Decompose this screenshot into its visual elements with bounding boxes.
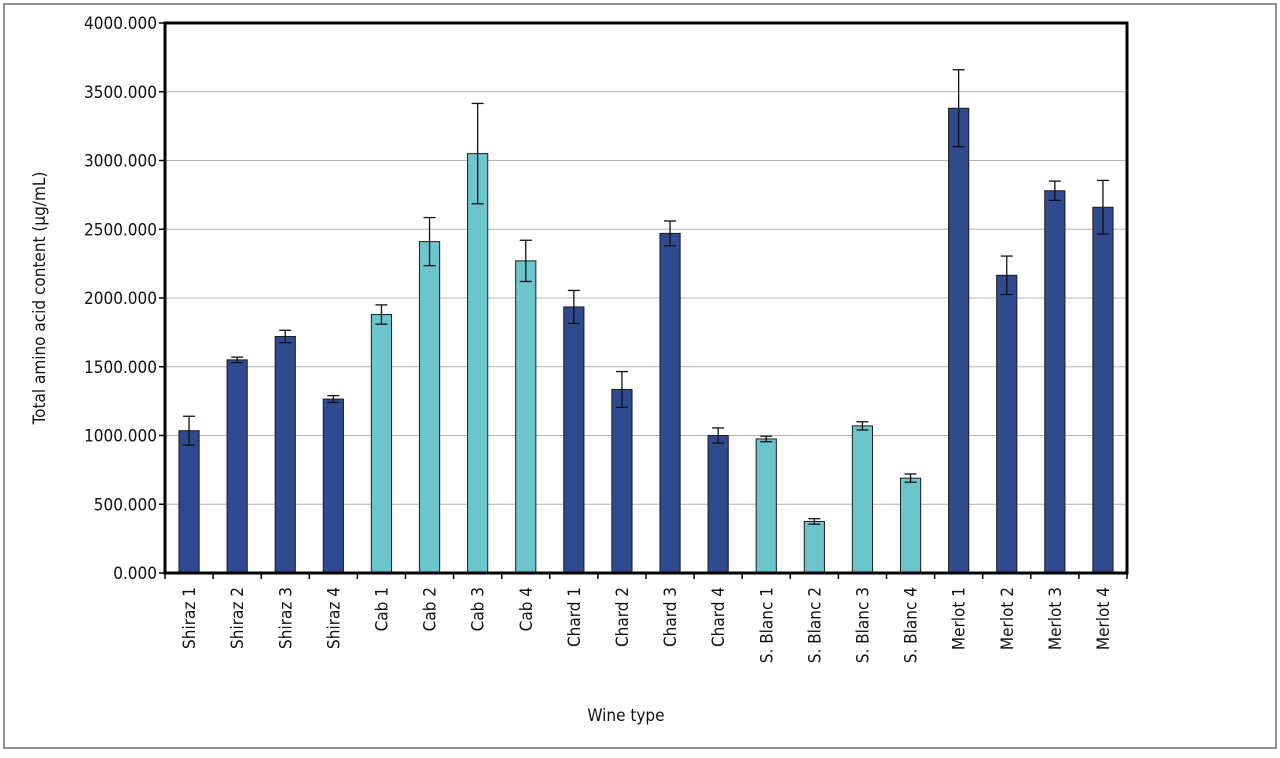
x-tick-label: Chard 1 (565, 587, 585, 647)
error-bar (952, 69, 965, 148)
error-bar (1096, 179, 1109, 235)
x-tick-label: Chard 2 (613, 587, 633, 647)
x-tick-label: Cab 1 (372, 587, 392, 631)
x-tick-label: S. Blanc 2 (805, 587, 825, 663)
bar (948, 107, 970, 574)
error-bar (279, 329, 292, 344)
error-bar (1048, 180, 1061, 202)
x-tick-label: Cab 4 (517, 587, 537, 631)
x-tick-label: Shiraz 1 (180, 587, 200, 649)
error-bar (519, 239, 532, 283)
bar (370, 314, 393, 574)
bar (996, 274, 1018, 574)
x-tick-label: S. Blanc 4 (902, 587, 922, 663)
error-bar (664, 220, 677, 247)
error-bar (423, 216, 436, 267)
y-tick-label: 4000.000 (84, 14, 157, 34)
x-tick-label: Shiraz 2 (228, 587, 248, 649)
error-bar (231, 356, 244, 364)
x-tick-label: Shiraz 4 (324, 587, 344, 649)
bar (322, 398, 344, 574)
bar (803, 520, 825, 574)
error-bar (471, 102, 484, 205)
error-bar (712, 427, 725, 444)
x-axis-label: Wine type (587, 706, 664, 726)
error-bar (567, 289, 580, 325)
x-axis: Shiraz 1 Shiraz 2 Shiraz 3 Shiraz 4 Cab 1 Cab… (164, 573, 1128, 663)
error-bar (615, 370, 628, 408)
bar (707, 435, 729, 574)
error-bar (1000, 255, 1013, 296)
error-bars (183, 69, 1109, 525)
error-bar (856, 421, 869, 431)
bar (467, 153, 489, 574)
error-bar (904, 473, 917, 483)
error-bar (375, 304, 388, 325)
y-axis: 0.000 500.000 1000.000 1500.000 2000.000 2500… (84, 14, 165, 584)
y-tick-label: 3000.000 (84, 152, 157, 172)
bar (563, 306, 585, 574)
bar (1044, 190, 1066, 574)
x-tick-label: S. Blanc 1 (757, 587, 777, 663)
bar (899, 477, 922, 574)
x-tick-label: Cab 2 (421, 587, 441, 631)
error-bar (183, 415, 196, 446)
error-bar (760, 435, 773, 443)
bar (226, 359, 248, 574)
bar (515, 260, 537, 574)
bar (755, 438, 777, 574)
bar (1092, 206, 1114, 574)
bar (418, 241, 441, 574)
y-tick-label: 2500.000 (84, 220, 157, 240)
bar (659, 232, 681, 574)
error-bar (808, 518, 821, 525)
x-tick-label: Chard 4 (709, 587, 729, 647)
y-tick-label: 500.000 (94, 495, 157, 515)
x-tick-label: Chard 3 (661, 587, 681, 647)
x-tick-label: Merlot 4 (1094, 587, 1114, 650)
bar (274, 336, 296, 574)
y-axis-label: Total amino acid content (µg/mL) (30, 172, 50, 426)
x-tick-label: Merlot 3 (1046, 587, 1066, 650)
y-tick-label: 1000.000 (84, 427, 157, 447)
x-tick-label: Shiraz 3 (276, 587, 296, 649)
x-tick-label: Cab 3 (469, 587, 489, 631)
y-tick-label: 1500.000 (84, 358, 157, 378)
y-tick-label: 2000.000 (84, 289, 157, 309)
bar (178, 430, 200, 574)
x-tick-label: S. Blanc 3 (853, 587, 873, 663)
y-tick-label: 0.000 (113, 564, 157, 584)
y-tick-label: 3500.000 (84, 83, 157, 103)
error-bar (327, 394, 340, 404)
bar (611, 388, 633, 574)
x-tick-label: Merlot 1 (950, 587, 970, 650)
x-tick-label: Merlot 2 (998, 587, 1018, 650)
bar (851, 425, 874, 574)
